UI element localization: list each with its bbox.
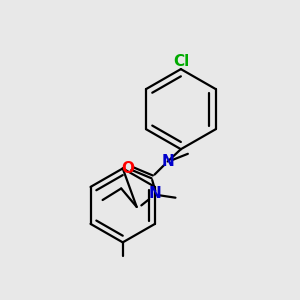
Text: Cl: Cl [173, 54, 189, 69]
Text: N: N [161, 154, 174, 169]
Text: O: O [121, 161, 134, 176]
Text: N: N [149, 186, 162, 201]
